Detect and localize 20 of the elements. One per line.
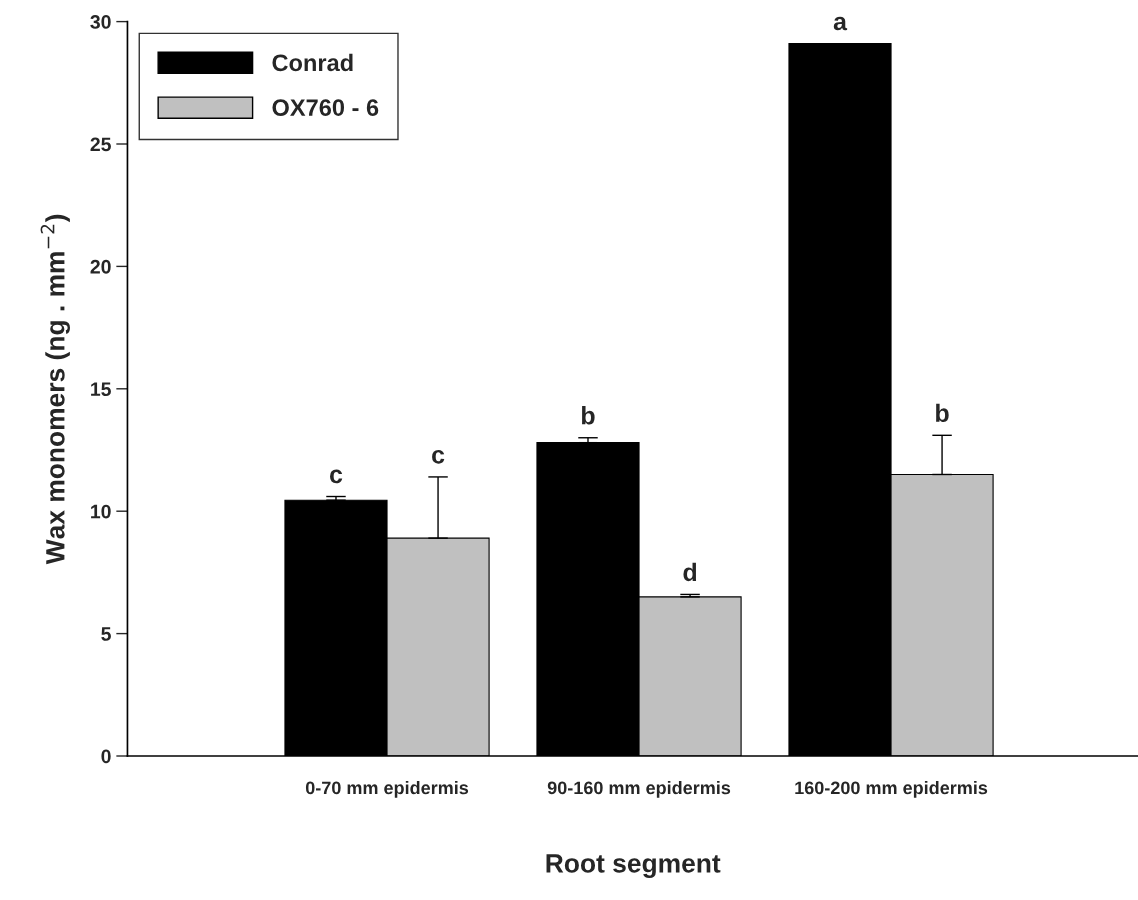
x-tick-label: 0-70 mm epidermis: [305, 781, 469, 798]
y-tick-label: 0: [101, 749, 111, 764]
y-tick-label: 20: [90, 259, 111, 274]
x-tick-label: 90-160 mm epidermis: [547, 781, 731, 798]
legend-label: Conrad: [272, 53, 353, 72]
y-tick-label: 10: [91, 504, 111, 519]
legend-label: OX760 - 6: [272, 99, 379, 116]
annotation: b: [936, 403, 949, 423]
annotation: d: [683, 562, 697, 582]
annotation: b: [582, 406, 595, 425]
y-axis-title: Wax monomers (ng . mm$^{−2}$): [40, 214, 70, 565]
y-tick-label: 30: [90, 15, 111, 29]
y-tick-label: 5: [101, 627, 111, 641]
x-tick-label: 160-200 mm epidermis: [795, 781, 988, 798]
y-tick-label: 15: [91, 382, 111, 397]
annotation: c: [330, 469, 343, 484]
x-axis-title: Root segment: [546, 854, 721, 878]
annotation: a: [833, 16, 848, 31]
annotation: c: [432, 449, 445, 464]
y-tick-label: 25: [90, 137, 111, 152]
